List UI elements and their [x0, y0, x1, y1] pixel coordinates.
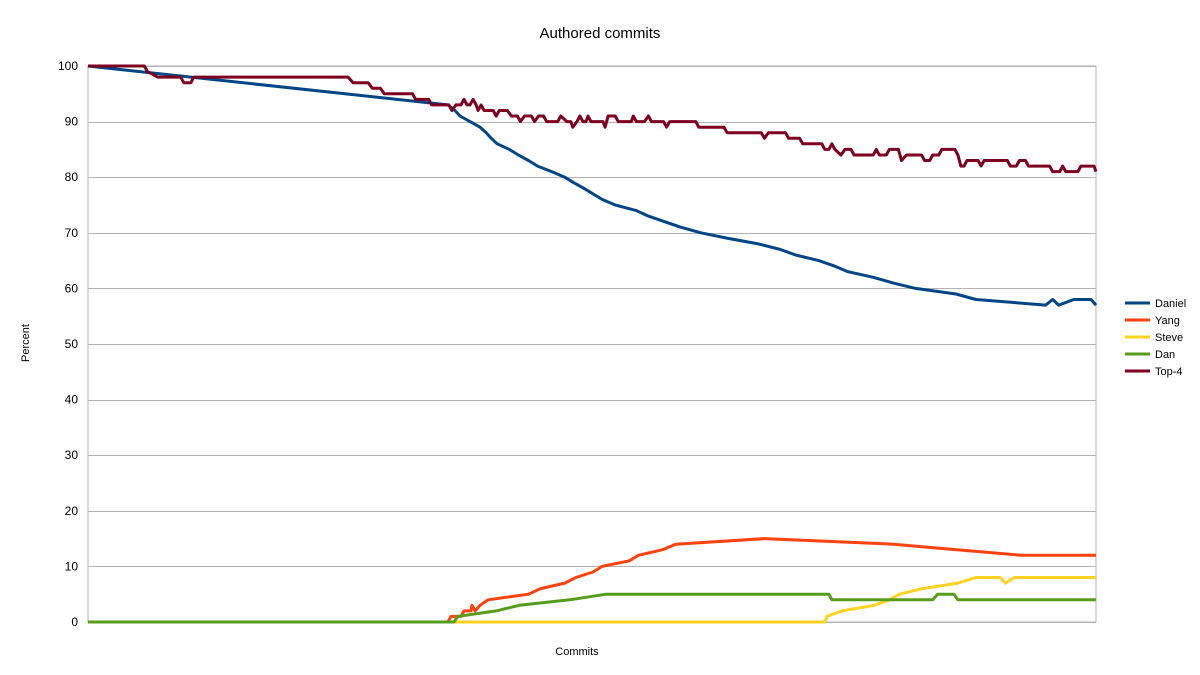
legend-item-dan: Dan: [1125, 349, 1175, 361]
legend-label: Top-4: [1155, 366, 1183, 378]
legend-item-daniel: Daniel: [1125, 298, 1186, 310]
y-tick-label: 90: [65, 115, 79, 129]
legend-label: Dan: [1155, 349, 1175, 361]
x-axis-label: Commits: [555, 646, 599, 658]
series-line-daniel: [87, 64, 1098, 307]
series-lines: [87, 64, 1098, 624]
legend-label: Yang: [1155, 315, 1180, 327]
legend-item-yang: Yang: [1125, 315, 1180, 327]
legend-label: Daniel: [1155, 298, 1186, 310]
legend-label: Steve: [1155, 332, 1183, 344]
y-tick-label: 10: [65, 559, 79, 573]
series-line-dan: [88, 592, 1096, 624]
series-line-yang: [88, 537, 1096, 624]
legend-item-top-4: Top-4: [1125, 366, 1183, 378]
y-tick-labels: 0 10 20 30 40 50 60 70 80 90 100: [58, 59, 78, 629]
series-line-top-4: [88, 64, 1098, 174]
y-tick-label: 70: [65, 226, 79, 240]
y-tick-label: 100: [58, 59, 78, 73]
y-tick-label: 0: [71, 615, 78, 629]
y-tick-label: 20: [65, 504, 79, 518]
y-tick-label: 50: [65, 337, 79, 351]
chart-title: Authored commits: [540, 25, 661, 42]
y-tick-label: 40: [65, 393, 79, 407]
y-tick-label: 30: [65, 448, 79, 462]
series-line-steve: [88, 576, 1096, 624]
legend-item-steve: Steve: [1125, 332, 1183, 344]
y-tick-label: 80: [65, 170, 79, 184]
legend: Daniel Yang Steve Dan Top-4: [1125, 298, 1186, 378]
y-tick-label: 60: [65, 281, 79, 295]
y-axis-label: Percent: [20, 324, 32, 362]
